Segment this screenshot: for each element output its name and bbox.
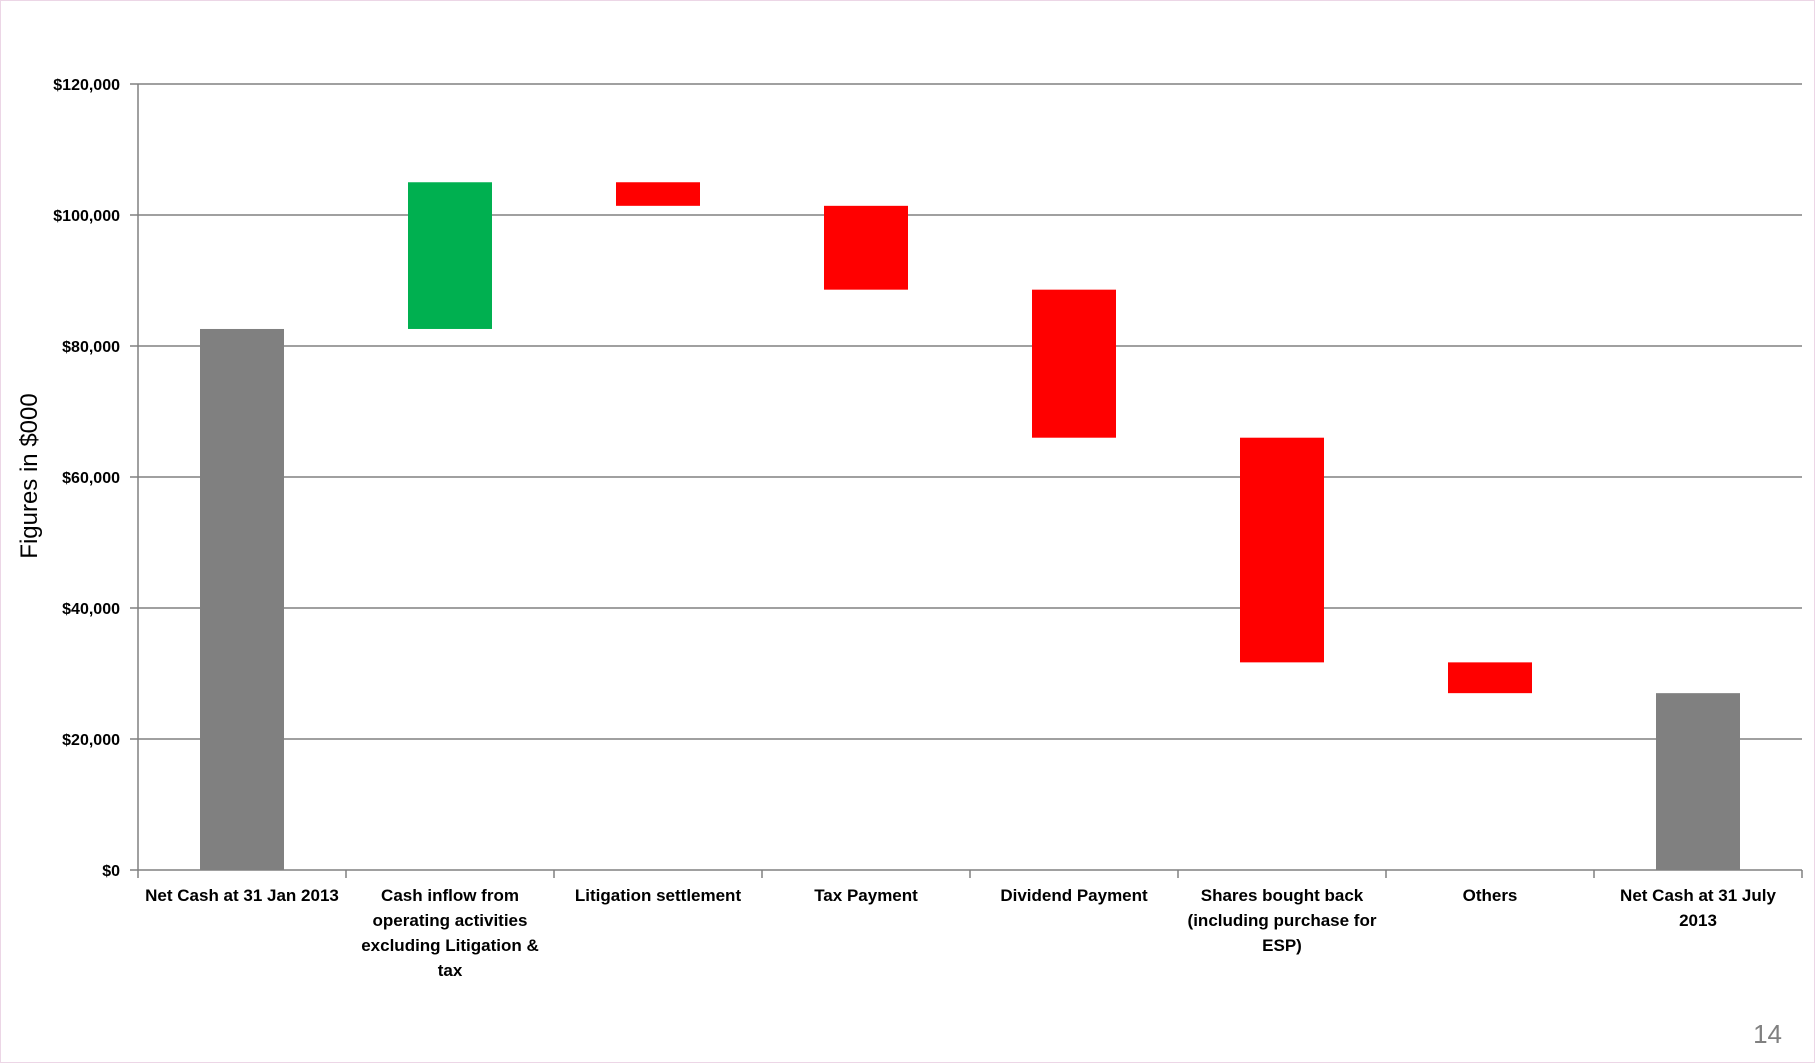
y-tick-label: $120,000 (53, 77, 120, 94)
bar-total (1656, 693, 1740, 870)
x-tick-label: Shares bought back (including purchase fo… (1188, 886, 1377, 955)
bar-total (200, 328, 284, 871)
x-tick-label: Net Cash at 31 Jan 2013 (145, 886, 339, 905)
x-tick-label: Dividend Payment (1000, 886, 1148, 905)
gridlines (138, 83, 1802, 740)
y-tick-labels: $0 $20,000 $40,000 $60,000 $80,000 $100,000 $1… (53, 77, 120, 880)
y-tick-label: $80,000 (62, 339, 120, 356)
y-tick-label: $60,000 (62, 470, 120, 487)
x-tick-label: Litigation settlement (575, 886, 742, 905)
page-number: 14 (1753, 1019, 1782, 1049)
y-tick-label: $100,000 (53, 208, 120, 225)
y-tick-label: $20,000 (62, 732, 120, 749)
bar-decrease (1240, 437, 1324, 663)
bar-decrease (1032, 289, 1116, 438)
y-tick-label: $40,000 (62, 601, 120, 618)
bar-decrease (824, 205, 908, 290)
y-axis-title: Figures in $000 (16, 393, 43, 558)
x-tick-label: Tax Payment (814, 886, 918, 905)
x-tick-label: Others (1463, 886, 1518, 905)
y-tick-label: $0 (102, 863, 120, 880)
bar-increase (408, 182, 492, 329)
category-labels: Net Cash at 31 Jan 2013 Cash inflow from o… (145, 886, 1776, 980)
bars (200, 182, 1740, 871)
x-tick-label: Net Cash at 31 July 2013 (1620, 886, 1776, 930)
x-tick-label: Cash inflow from operating activities excl… (361, 886, 539, 980)
bar-decrease (1448, 662, 1532, 694)
axes (130, 83, 1803, 878)
bar-decrease (616, 182, 700, 206)
